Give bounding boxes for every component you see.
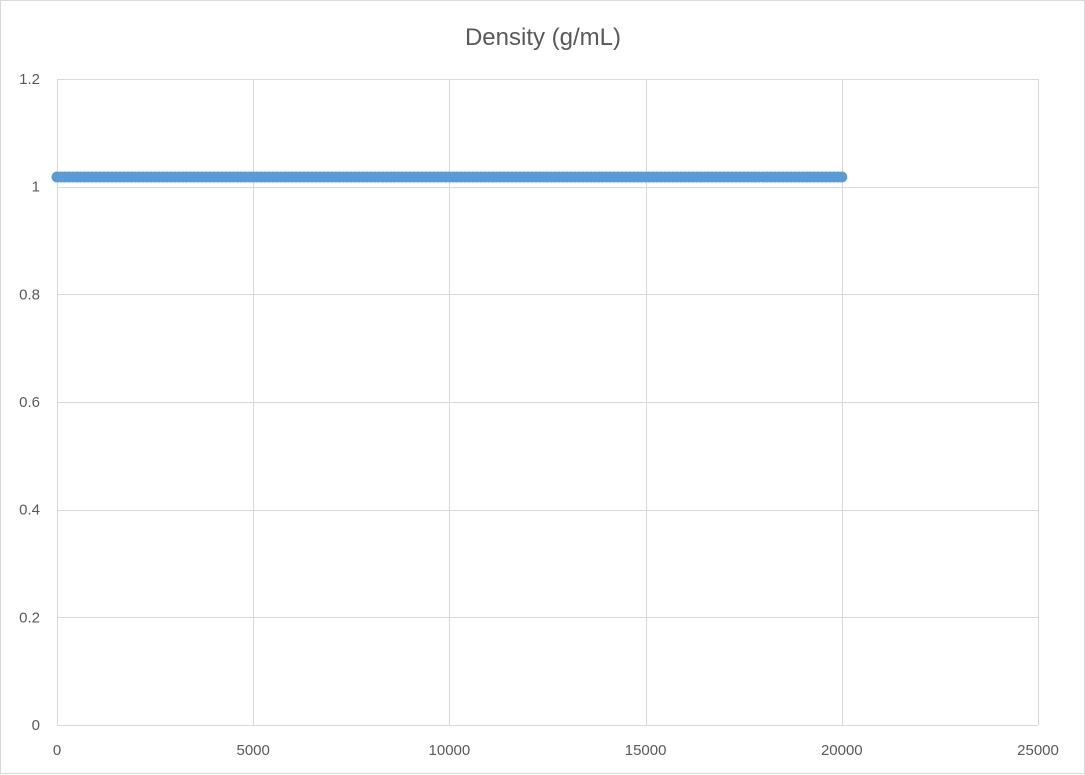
x-tick-label: 15000 [625,742,667,759]
y-tick-label: 0.2 [19,609,40,626]
y-tick-label: 0.6 [19,394,40,411]
chart-title: Density (g/mL) [465,24,621,51]
data-point [836,171,848,183]
y-tick-label: 0 [32,717,40,734]
series-layer [51,171,848,183]
density-series [51,171,848,183]
y-tick-label: 1.2 [19,71,40,88]
tick-layer: 0 5000 10000 15000 20000 25000 0 0.2 0.4 0.6 0.8 1 1… [19,71,1059,759]
x-tick-label: 10000 [429,742,471,759]
y-tick-label: 0.4 [19,502,40,519]
y-tick-label: 0.8 [19,286,40,303]
x-tick-label: 0 [53,742,61,759]
grid-layer [57,79,1039,726]
x-tick-label: 20000 [821,742,863,759]
x-tick-label: 5000 [237,742,270,759]
x-tick-label: 25000 [1017,742,1059,759]
y-tick-label: 1 [32,179,40,196]
